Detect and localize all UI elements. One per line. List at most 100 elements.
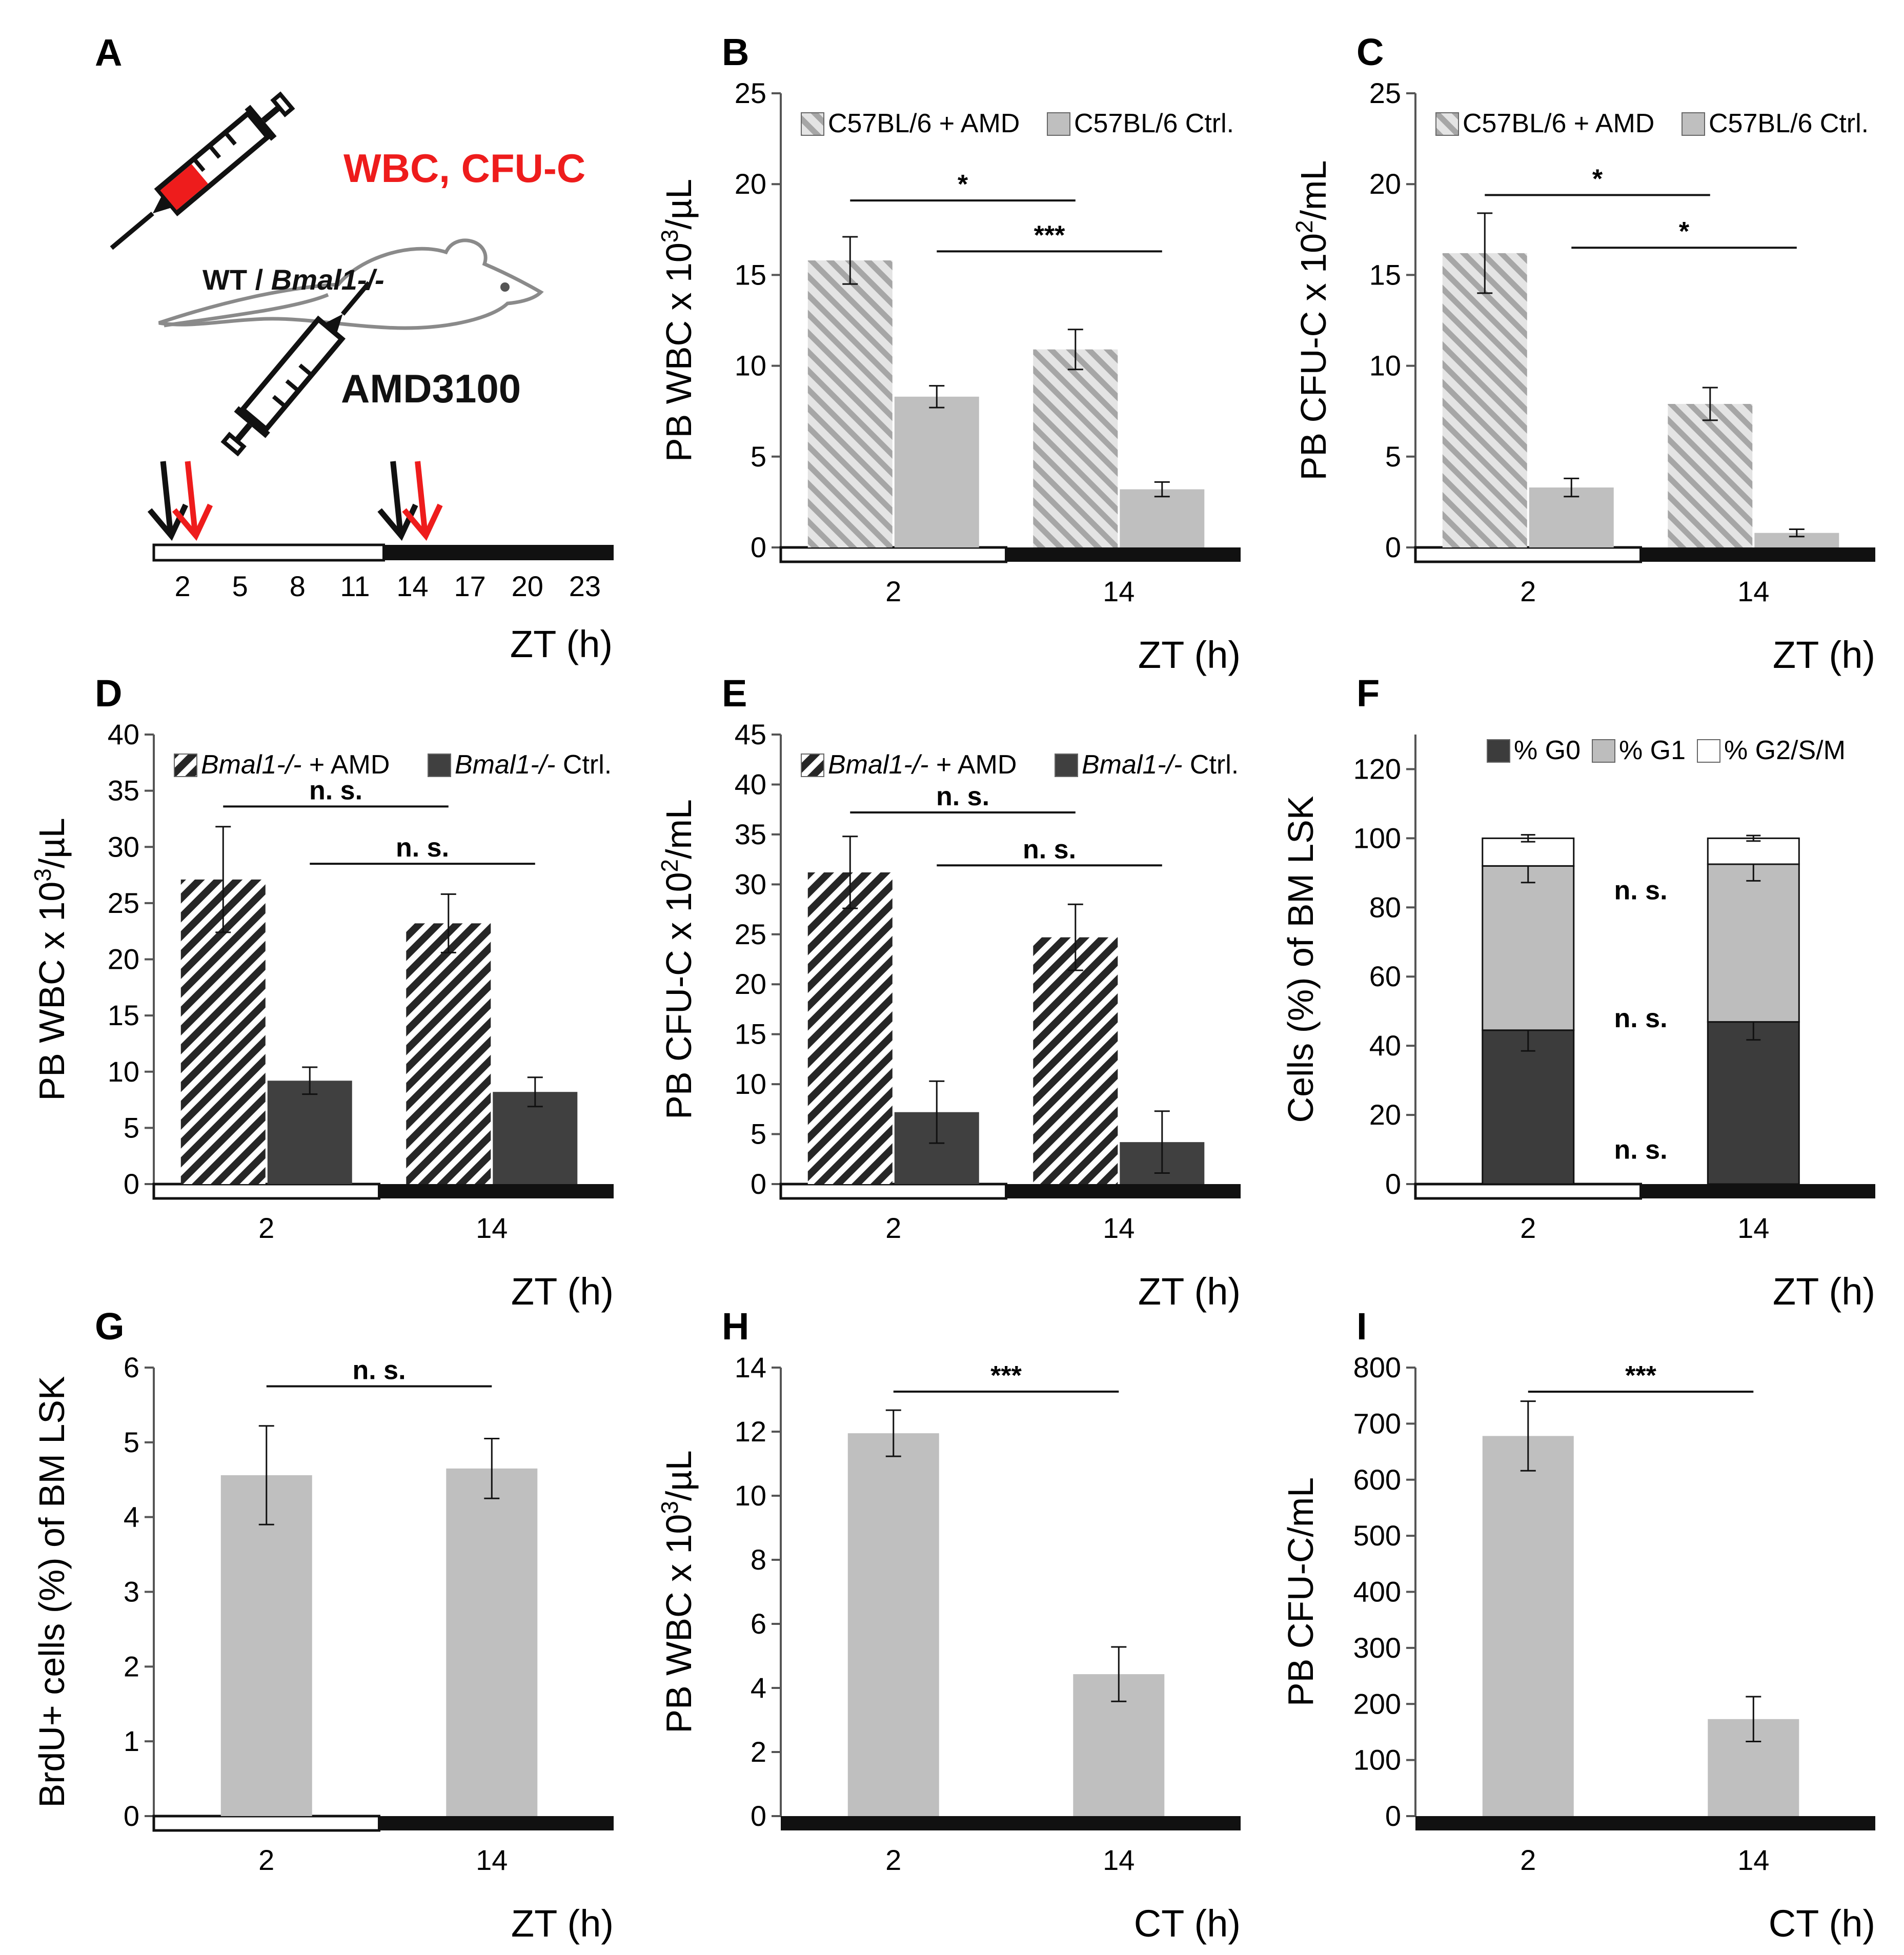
y-axis-label-main: Cells (%) of BM LSK bbox=[1281, 796, 1321, 1123]
timeline-dark-bar bbox=[383, 545, 614, 560]
y-tick-label: 30 bbox=[735, 868, 766, 900]
arrow-shaft bbox=[160, 461, 173, 531]
y-tick-label: 0 bbox=[751, 1800, 766, 1832]
panel-letter: E bbox=[722, 672, 747, 715]
y-tick-label: 8 bbox=[751, 1543, 766, 1576]
y-axis-label-main: PB CFU-C x 10 bbox=[659, 872, 699, 1119]
x-axis-title: ZT (h) bbox=[1773, 1270, 1875, 1313]
legend-label: C57BL/6 Ctrl. bbox=[1074, 109, 1234, 138]
significance-label: * bbox=[958, 170, 968, 199]
legend-label: Bmal1-/- + AMD bbox=[201, 750, 390, 780]
x-tick-label: 2 bbox=[258, 1212, 274, 1244]
x-tick-label: 2 bbox=[258, 1844, 274, 1876]
y-tick-label: 25 bbox=[735, 918, 766, 950]
y-axis-label: PB CFU-C x 102/mL bbox=[656, 799, 699, 1119]
x-tick-label: 2 bbox=[1520, 575, 1536, 607]
stacked-bar-segment bbox=[1482, 1029, 1575, 1185]
y-tick-label: 10 bbox=[1369, 350, 1401, 382]
red-arrow-icon bbox=[172, 461, 213, 541]
significance-label: *** bbox=[1625, 1361, 1656, 1391]
y-tick-label: 25 bbox=[1369, 77, 1401, 109]
y-tick-label: 12 bbox=[735, 1415, 766, 1448]
bar bbox=[807, 260, 893, 548]
y-tick-label: 0 bbox=[124, 1800, 139, 1832]
timeline-tick-label: 8 bbox=[290, 570, 306, 602]
y-tick-label: 5 bbox=[124, 1111, 139, 1144]
genotype-wt: WT / bbox=[202, 263, 271, 296]
x-tick-label: 2 bbox=[1520, 1212, 1536, 1244]
legend-label: % G2/S/M bbox=[1724, 736, 1846, 765]
arrow-shaft bbox=[415, 461, 428, 531]
y-axis-label-sup: 2 bbox=[1291, 220, 1318, 233]
arrow-head bbox=[172, 503, 213, 541]
legend-label-rest: Ctrl. bbox=[1182, 750, 1239, 780]
timeline-tick-label: 11 bbox=[340, 570, 370, 602]
y-tick-label: 45 bbox=[735, 718, 766, 750]
x-axis-title: ZT (h) bbox=[1773, 634, 1875, 676]
legend-label-italic: Bmal1-/- bbox=[1082, 750, 1182, 780]
y-tick-label: 4 bbox=[124, 1501, 139, 1533]
y-tick-label: 40 bbox=[1369, 1029, 1401, 1062]
legend-swatch bbox=[801, 112, 824, 136]
legend-swatch bbox=[1487, 739, 1510, 763]
legend-label: % G1 bbox=[1619, 736, 1686, 765]
light-phase-bar bbox=[152, 1815, 381, 1832]
panel-a: A WBC, CFU-C WT / Bmal1-/- bbox=[95, 31, 614, 665]
x-tick-label: 14 bbox=[1737, 575, 1769, 607]
light-phase-bar bbox=[779, 546, 1008, 563]
bar bbox=[1668, 404, 1753, 547]
y-tick-label: 120 bbox=[1353, 752, 1401, 785]
x-tick-label: 2 bbox=[1520, 1844, 1536, 1876]
annotation-label: n. s. bbox=[1614, 876, 1668, 906]
y-tick-label: 15 bbox=[735, 258, 766, 291]
panel-letter: C bbox=[1356, 31, 1384, 73]
y-axis-label-sup: 2 bbox=[656, 859, 683, 872]
timeline-tick-label: 20 bbox=[512, 570, 543, 602]
y-tick-label: 35 bbox=[108, 775, 139, 807]
y-tick-label: 40 bbox=[108, 718, 139, 750]
y-axis-label-main: BrdU+ cells (%) of BM LSK bbox=[32, 1376, 72, 1807]
y-tick-label: 15 bbox=[108, 999, 139, 1031]
dark-phase-bar bbox=[1006, 547, 1241, 562]
light-phase-bar bbox=[1414, 546, 1643, 563]
legend-label: C57BL/6 + AMD bbox=[1463, 109, 1654, 138]
y-tick-label: 100 bbox=[1353, 822, 1401, 854]
bar bbox=[1033, 937, 1118, 1184]
significance-label: n. s. bbox=[936, 782, 989, 811]
mouse-icon bbox=[158, 238, 544, 330]
dark-phase-bar bbox=[1006, 1184, 1241, 1198]
bar bbox=[807, 872, 893, 1184]
legend-swatch bbox=[1697, 739, 1720, 763]
y-tick-label: 100 bbox=[1353, 1744, 1401, 1776]
y-axis-label-tail: /mL bbox=[1293, 160, 1333, 220]
chart-h: H 0 2 4 6 8 10 12 14 PB WBC x 103/µL 2 14 CT (h) *** bbox=[656, 1305, 1241, 1945]
timeline-a: 2 5 8 11 14 17 20 23 bbox=[147, 461, 614, 602]
mouse-genotype-label: WT / Bmal1-/- bbox=[202, 263, 384, 296]
y-tick-label: 300 bbox=[1353, 1632, 1401, 1664]
x-axis-title: CT (h) bbox=[1769, 1902, 1875, 1945]
bar bbox=[1442, 253, 1527, 547]
xlabel-a: ZT (h) bbox=[510, 623, 613, 665]
legend-swatch bbox=[1047, 112, 1070, 136]
y-axis-label-tail: /µL bbox=[659, 1450, 699, 1501]
stacked-bar-segment bbox=[1707, 837, 1800, 865]
legend-swatch bbox=[174, 754, 197, 777]
timeline-tick-label: 2 bbox=[174, 570, 190, 602]
legend-label-italic: Bmal1-/- bbox=[201, 750, 301, 780]
y-axis-label-sup: 3 bbox=[656, 230, 683, 243]
legend-swatch bbox=[428, 754, 451, 777]
y-tick-label: 20 bbox=[1369, 1098, 1401, 1131]
significance-label: *** bbox=[1034, 220, 1065, 250]
x-axis-title: ZT (h) bbox=[511, 1270, 614, 1313]
y-tick-label: 800 bbox=[1353, 1351, 1401, 1383]
arrow-shaft bbox=[185, 461, 198, 531]
y-axis-label-tail: /µL bbox=[32, 818, 72, 868]
syringe-lower-icon bbox=[220, 281, 371, 457]
stacked-bar-segment bbox=[1707, 1021, 1800, 1185]
bar bbox=[220, 1475, 312, 1816]
chart-f: F 0 20 40 60 80 100 120 Cells (%) of BM LSK 2 14ZT… bbox=[1281, 672, 1875, 1313]
legend-label-rest: + AMD bbox=[301, 750, 390, 780]
